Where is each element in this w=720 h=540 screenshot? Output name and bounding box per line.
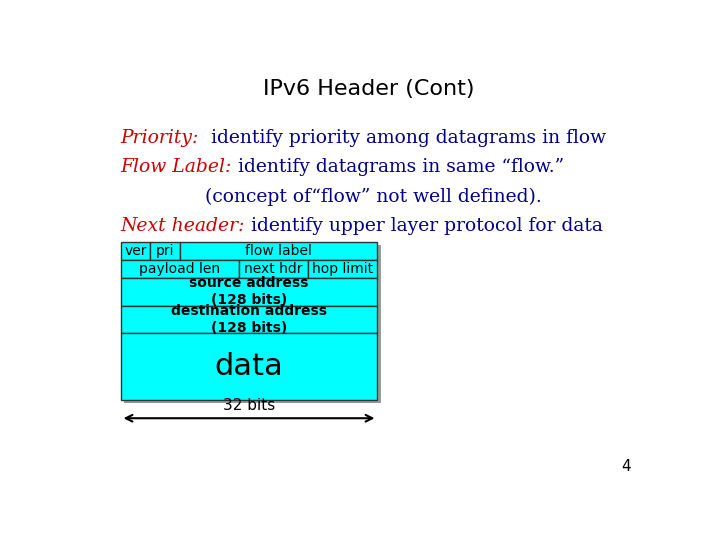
Bar xyxy=(150,241,180,260)
Bar xyxy=(121,278,377,306)
Text: IPv6 Header (Cont): IPv6 Header (Cont) xyxy=(264,79,474,99)
Bar xyxy=(308,260,377,278)
Bar xyxy=(180,241,377,260)
Bar xyxy=(121,260,239,278)
Text: source address
(128 bits): source address (128 bits) xyxy=(189,276,309,307)
Text: Priority:: Priority: xyxy=(121,129,199,147)
Text: 4: 4 xyxy=(621,460,631,474)
Bar xyxy=(121,306,377,333)
Text: data: data xyxy=(215,352,284,381)
Text: payload len: payload len xyxy=(139,262,220,276)
Text: identify priority among datagrams in flow: identify priority among datagrams in flo… xyxy=(199,129,606,147)
Text: flow label: flow label xyxy=(245,244,312,258)
Text: pri: pri xyxy=(156,244,174,258)
Text: (concept of“flow” not well defined).: (concept of“flow” not well defined). xyxy=(121,187,541,206)
Text: Flow Label:: Flow Label: xyxy=(121,158,232,177)
Text: hop limit: hop limit xyxy=(312,262,373,276)
Bar xyxy=(239,260,308,278)
Text: Next header:: Next header: xyxy=(121,217,246,234)
Text: identify datagrams in same “flow.”: identify datagrams in same “flow.” xyxy=(232,158,564,177)
Text: ver: ver xyxy=(124,244,147,258)
Bar xyxy=(121,333,377,400)
Text: destination address
(128 bits): destination address (128 bits) xyxy=(171,303,327,335)
Bar xyxy=(124,245,381,403)
Text: identify upper layer protocol for data: identify upper layer protocol for data xyxy=(246,217,603,234)
Bar xyxy=(121,241,150,260)
Text: next hdr: next hdr xyxy=(244,262,302,276)
Text: 32 bits: 32 bits xyxy=(223,398,275,413)
